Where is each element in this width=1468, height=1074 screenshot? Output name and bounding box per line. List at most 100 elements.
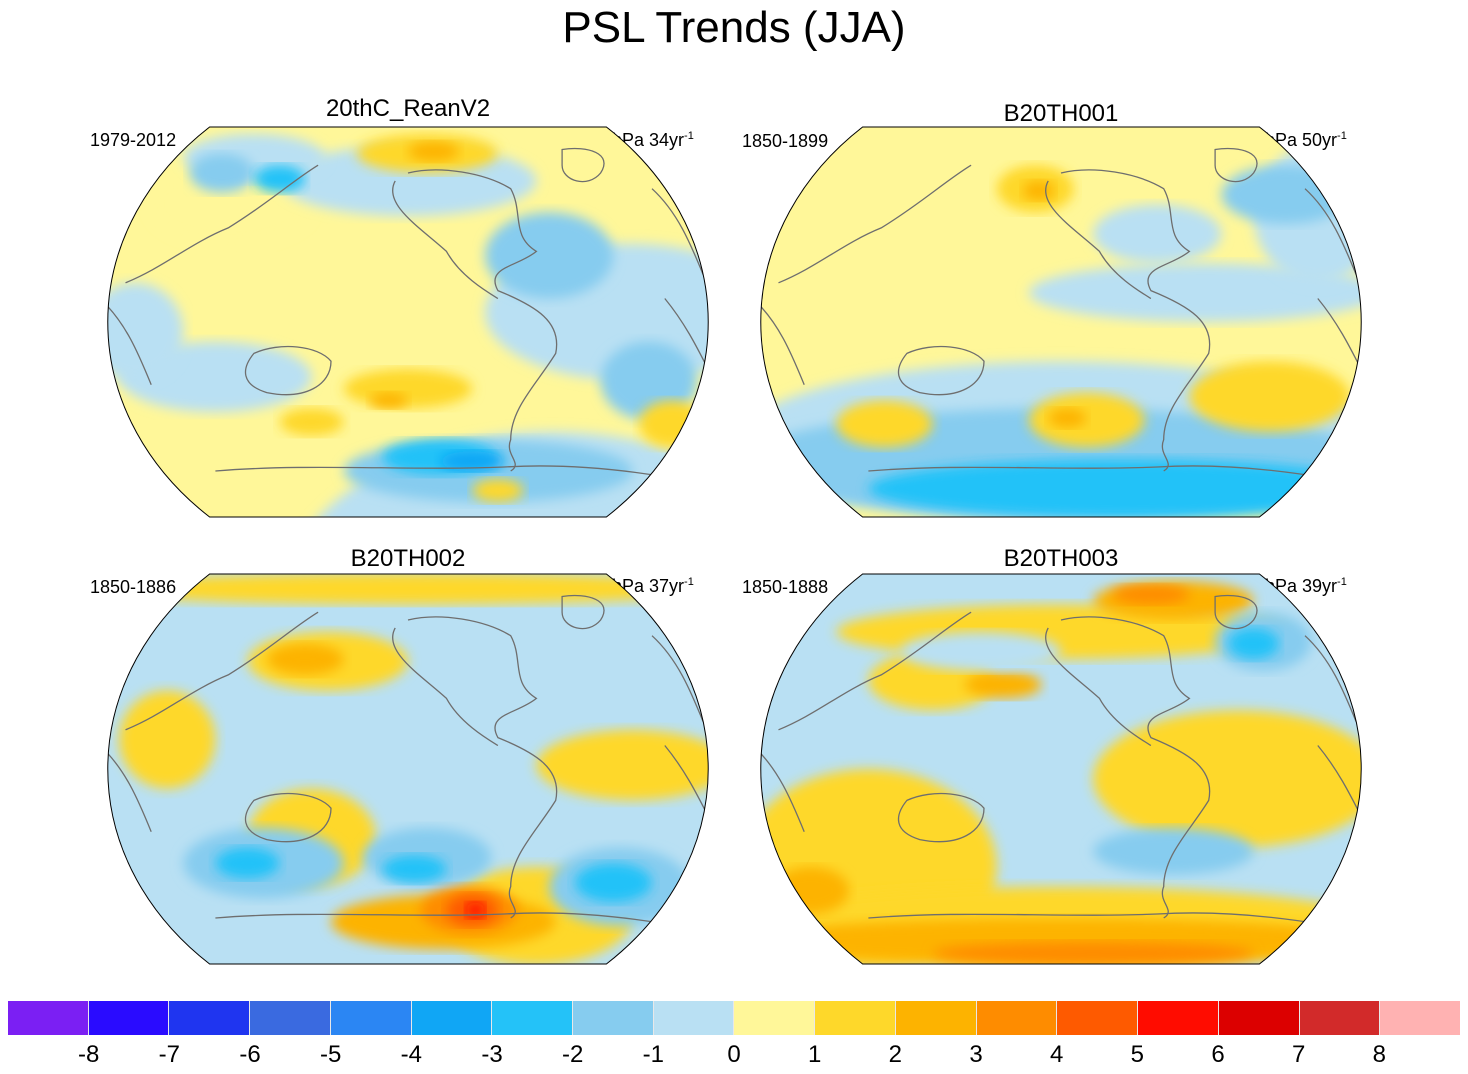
panel-period-4: 1850-1888	[742, 577, 829, 597]
panel-period-2: 1850-1899	[742, 131, 829, 151]
panel-units-4: hPa 39yr-1	[1265, 572, 1347, 596]
colorbar-tick-label: 5	[1130, 1041, 1144, 1068]
trend-contour-region	[215, 847, 280, 879]
trend-contour-region	[932, 941, 1254, 964]
units-exponent: -1	[1337, 130, 1347, 142]
map-panel-4	[760, 573, 1362, 965]
coastline	[897, 345, 985, 396]
trend-contour-region	[1048, 408, 1087, 428]
coastline	[651, 188, 704, 276]
trend-contour-region	[472, 478, 524, 503]
coastline	[1045, 180, 1152, 300]
trend-contour-region	[1093, 827, 1254, 875]
coastline	[244, 792, 332, 843]
coastline	[760, 298, 805, 385]
trend-contour-region	[772, 867, 850, 915]
units-text: hPa 37yr	[612, 576, 685, 596]
panel-units-3: hPa 37yr-1	[612, 572, 694, 596]
colorbar-swatch	[169, 1001, 251, 1035]
coastline	[215, 912, 678, 927]
coastline	[897, 792, 985, 843]
trend-contour-region	[266, 643, 344, 675]
units-exponent: -1	[1337, 576, 1347, 588]
colorbar-tick-label: -1	[642, 1041, 664, 1068]
colorbar-swatch	[492, 1001, 574, 1035]
trend-contour-region	[836, 400, 933, 448]
trend-contour-region	[1112, 584, 1190, 605]
coastline	[107, 298, 152, 385]
coastline	[1304, 635, 1357, 723]
trend-contour-region	[1093, 204, 1222, 264]
colorbar-tick-label: 8	[1372, 1041, 1386, 1068]
colorbar-swatch	[895, 1001, 977, 1035]
trend-contour-region	[1227, 627, 1280, 660]
globe-outline	[107, 573, 709, 965]
globe-outline	[107, 126, 709, 518]
coastline	[651, 635, 704, 723]
figure-title: PSL Trends (JJA)	[562, 3, 906, 52]
trend-contour-region	[279, 408, 344, 436]
units-text: hPa 34yr	[612, 130, 685, 150]
units-exponent: -1	[684, 130, 694, 142]
colorbar-tick-label: -2	[561, 1041, 584, 1068]
map-panel-2	[760, 126, 1362, 518]
coastline	[392, 180, 499, 300]
coastline	[868, 912, 1331, 927]
trend-contour-region	[1028, 263, 1362, 323]
coastline	[1060, 616, 1211, 919]
colorbar-swatch	[1380, 1001, 1460, 1035]
coastline	[1045, 627, 1152, 747]
coastline	[1214, 147, 1258, 183]
coastline	[392, 627, 499, 747]
coastline	[1304, 188, 1357, 276]
globe-outline	[760, 126, 1362, 518]
trend-contour-region	[369, 392, 408, 409]
coastline	[407, 616, 558, 919]
trend-contour-region	[1093, 710, 1362, 848]
colorbar-swatch	[573, 1001, 654, 1035]
panel-title-1: 20thC_ReanV2	[325, 95, 491, 122]
coastline	[125, 611, 319, 731]
colorbar-tick-label: 3	[969, 1041, 983, 1068]
colorbar-swatch	[1057, 1001, 1139, 1035]
trend-contour-region	[600, 341, 697, 420]
trend-contour-region	[536, 729, 709, 801]
panel-units-2: hPa 50yr-1	[1265, 126, 1347, 150]
panel-period-3: 1850-1886	[90, 577, 177, 597]
coastline	[561, 147, 605, 183]
coastline	[125, 164, 319, 284]
colorbar-swatch	[1218, 1001, 1300, 1035]
trend-contour-region	[964, 671, 1042, 699]
colorbar-swatch	[815, 1001, 896, 1035]
map-panel-1	[107, 126, 709, 518]
coastline	[760, 745, 805, 832]
trend-contour-region	[465, 902, 486, 918]
trend-contour-region	[1022, 180, 1055, 201]
trend-contour-region	[382, 855, 447, 883]
trend-contour-region	[119, 690, 216, 789]
trend-contour-region	[1221, 165, 1350, 224]
trend-contour-region	[253, 165, 306, 193]
trend-contour-region	[574, 863, 652, 903]
colorbar-swatch	[8, 1001, 89, 1035]
colorbar	[8, 1001, 1460, 1035]
colorbar-tick-label: 4	[1049, 1041, 1064, 1068]
coastline	[407, 169, 558, 472]
colorbar-swatch	[653, 1001, 735, 1035]
panel-title-2: B20TH001	[1003, 100, 1119, 127]
colorbar-swatch	[330, 1001, 412, 1035]
coastline	[664, 298, 709, 386]
panel-title-4: B20TH003	[1003, 545, 1119, 572]
coastline	[1317, 298, 1362, 386]
trend-contour-region	[107, 574, 709, 605]
colorbar-tick-label: 7	[1291, 1041, 1306, 1068]
coastline	[778, 164, 972, 284]
coastline	[1214, 594, 1258, 630]
colorbar-tick-label: -7	[158, 1041, 180, 1068]
colorbar-swatch	[976, 1001, 1058, 1035]
coastline	[1060, 169, 1211, 472]
colorbar-tick-label: -5	[319, 1041, 342, 1068]
globe-outline	[760, 573, 1362, 965]
trend-contour-region	[189, 153, 254, 193]
panel-period-1: 1979-2012	[90, 130, 177, 150]
